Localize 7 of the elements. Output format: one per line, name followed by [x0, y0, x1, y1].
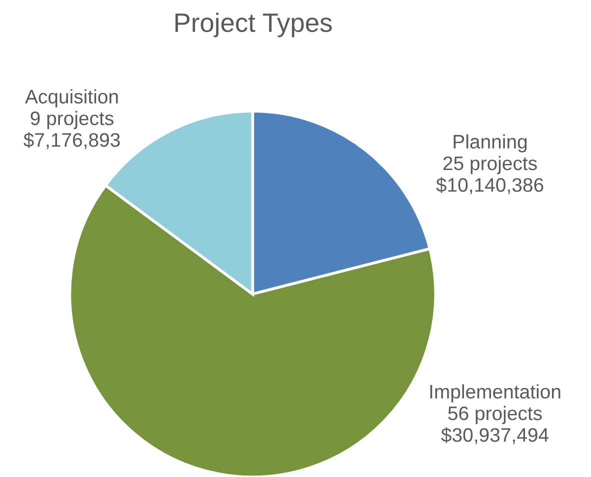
- data-label: 25 projects $10,140,386: [436, 156, 544, 194]
- slice-label: Implementation: [430, 384, 560, 402]
- data-label: 56 projects $30,937,494: [441, 406, 548, 444]
- slice-label: Planning: [454, 134, 527, 152]
- data-label: 9 projects $7,176,893: [24, 110, 120, 150]
- chart-title: Project Types: [175, 12, 332, 38]
- slice-label: Acquisition: [25, 89, 118, 108]
